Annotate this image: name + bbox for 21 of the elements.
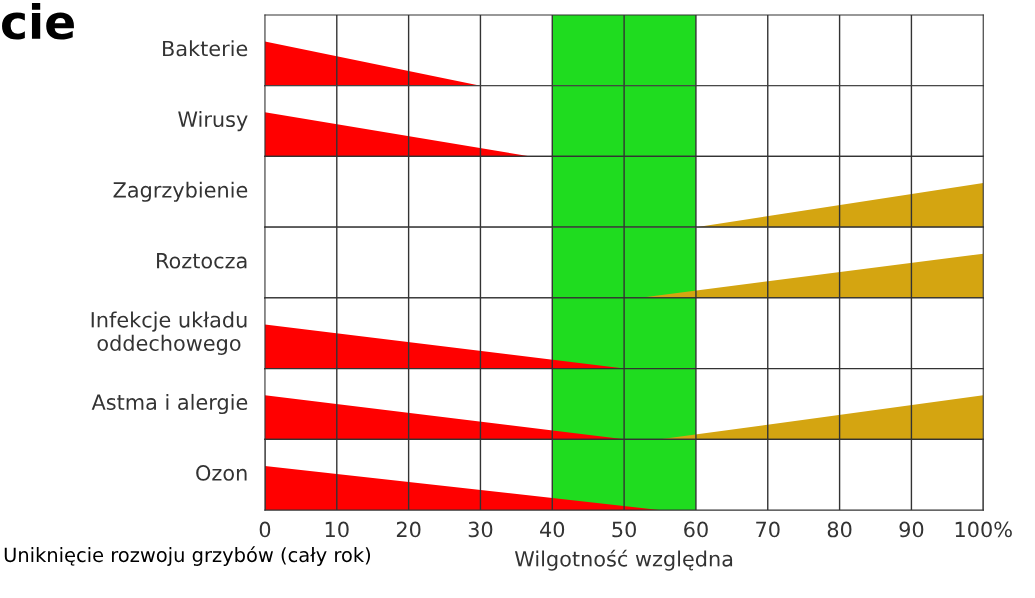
x-tick-label: 80 [827, 521, 852, 538]
text: cie [2, 2, 74, 40]
x-tick-label: 90 [899, 521, 924, 538]
x-tick-label: 0 [259, 521, 271, 538]
x-tick-label: 60 [684, 521, 708, 538]
x-tick-label: 20 [396, 521, 421, 538]
y-axis-title: Wirusy [178, 110, 248, 132]
x-tick-label: 40 [540, 521, 565, 538]
y-axis-title: Infekcje układu oddechowego [91, 311, 247, 355]
y-axis-title: Ozon [196, 465, 247, 481]
x-tick-label: 10 [325, 521, 349, 538]
x-tick-label: 70 [756, 521, 780, 538]
x-tick-label: 100% [955, 521, 1012, 538]
x-tick-label: 30 [468, 521, 493, 538]
x-axis-title: Wilgotność względna [514, 549, 733, 571]
y-axis-title: Astma i alergie [91, 393, 248, 415]
y-axis-title: Zagrzybienie [113, 181, 248, 202]
y-axis-title: Roztocza [157, 253, 247, 269]
text: Uniknięcie rozwoju grzybów (cały rok) [4, 546, 371, 566]
x-tick-label: 50 [612, 521, 636, 538]
y-axis-title: Bakterie [163, 40, 248, 57]
